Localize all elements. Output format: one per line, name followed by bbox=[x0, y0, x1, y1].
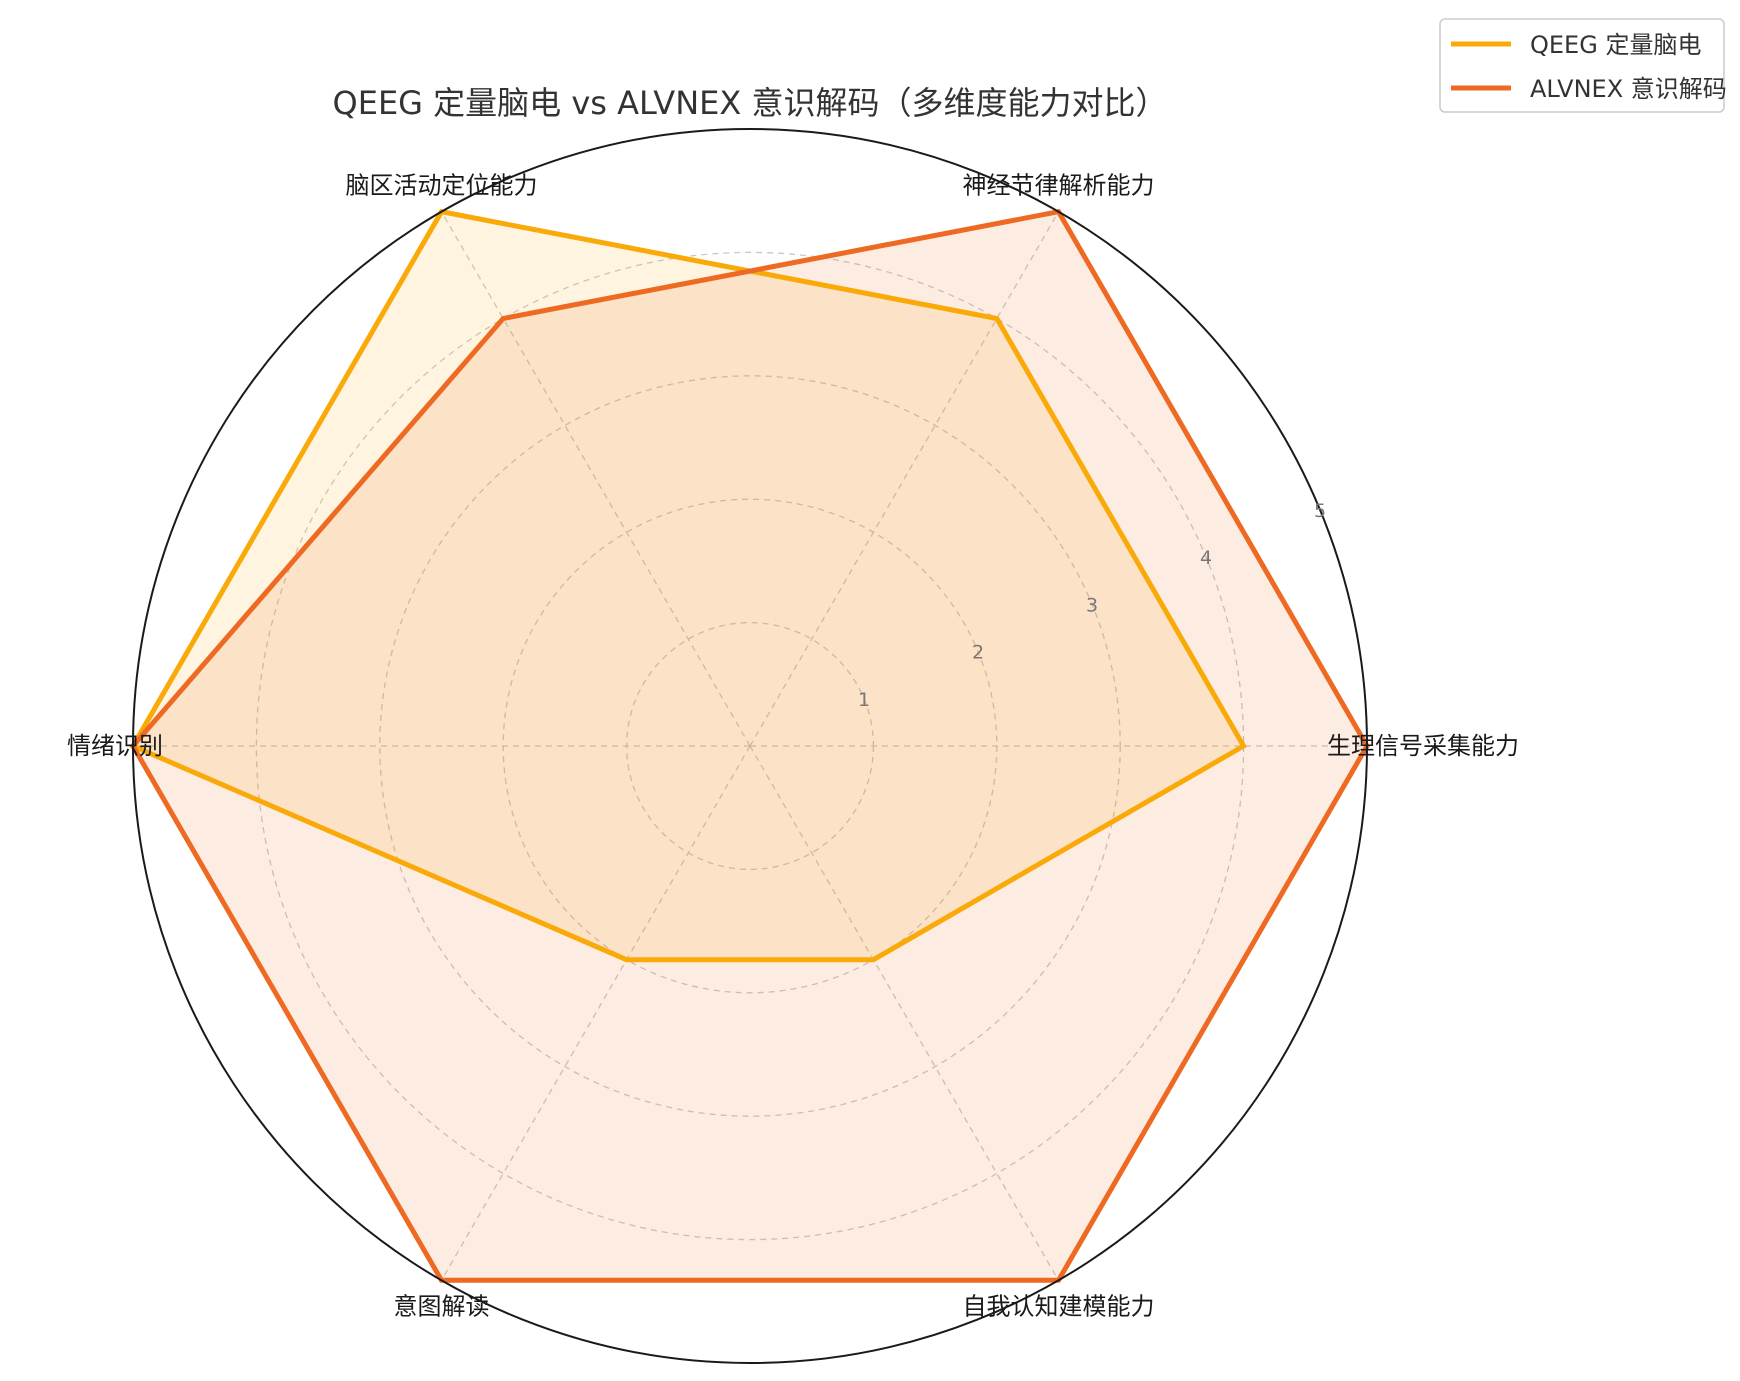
tick-label-3: 3 bbox=[1086, 594, 1098, 616]
grid-spoke-2 bbox=[440, 211, 751, 747]
radial-ticks: 1 2 3 4 5 bbox=[858, 500, 1326, 711]
legend-label-qeeg: QEEG 定量脑电 bbox=[1530, 31, 1701, 59]
outer-frame bbox=[132, 128, 1368, 1364]
tick-label-5: 5 bbox=[1314, 500, 1326, 522]
chart-title: QEEG 定量脑电 vs ALVNEX 意识解码（多维度能力对比） bbox=[333, 84, 1168, 122]
axis-label-1: 神经节律解析能力 bbox=[963, 172, 1155, 200]
tick-label-4: 4 bbox=[1200, 547, 1212, 569]
tick-label-1: 1 bbox=[858, 689, 870, 711]
series-fill-1 bbox=[133, 211, 1367, 1281]
grid-spoke-1 bbox=[749, 211, 1060, 747]
axis-label-0: 生理信号采集能力 bbox=[1327, 732, 1519, 760]
axis-label-5: 自我认知建模能力 bbox=[963, 1292, 1155, 1320]
axis-label-3: 情绪识别 bbox=[67, 732, 163, 760]
grid-ring-3 bbox=[379, 375, 1121, 1117]
tick-label-2: 2 bbox=[972, 642, 984, 664]
axis-label-4: 意图解读 bbox=[394, 1292, 490, 1320]
grid-spoke-4 bbox=[440, 745, 751, 1281]
axis-label-2: 脑区活动定位能力 bbox=[346, 172, 538, 200]
series-fill-0 bbox=[133, 211, 1244, 960]
legend: QEEG 定量脑电 ALVNEX 意识解码 bbox=[1439, 18, 1727, 113]
grid-spoke-5 bbox=[749, 745, 1060, 1281]
radar-series bbox=[129, 128, 1370, 1364]
legend-label-alvnex: ALVNEX 意识解码 bbox=[1530, 75, 1727, 103]
